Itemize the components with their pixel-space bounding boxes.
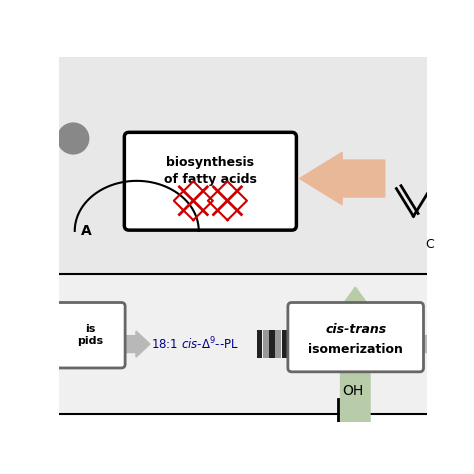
FancyArrow shape (333, 287, 378, 474)
Bar (288, 330, 293, 358)
Bar (263, 330, 268, 358)
FancyArrow shape (123, 331, 150, 357)
Bar (275, 330, 281, 358)
Text: 18:1 $cis$-$\Delta^{9}$--PL: 18:1 $cis$-$\Delta^{9}$--PL (151, 336, 239, 352)
Bar (257, 330, 262, 358)
Bar (269, 330, 275, 358)
Text: C: C (425, 238, 434, 251)
Text: is
pids: is pids (77, 324, 103, 346)
FancyBboxPatch shape (288, 302, 423, 372)
Text: isomerization: isomerization (308, 343, 403, 356)
FancyArrow shape (300, 152, 385, 205)
Text: cis-trans: cis-trans (325, 323, 386, 336)
FancyArrow shape (422, 331, 445, 357)
FancyBboxPatch shape (55, 302, 125, 368)
Bar (59, 274, 427, 414)
Bar (59, 414, 427, 422)
Bar (59, 57, 427, 274)
Text: A: A (81, 224, 91, 238)
Circle shape (58, 123, 89, 154)
Text: OH: OH (342, 384, 364, 398)
FancyBboxPatch shape (124, 132, 296, 230)
Bar (282, 330, 287, 358)
Text: biosynthesis
of fatty acids: biosynthesis of fatty acids (164, 155, 257, 186)
